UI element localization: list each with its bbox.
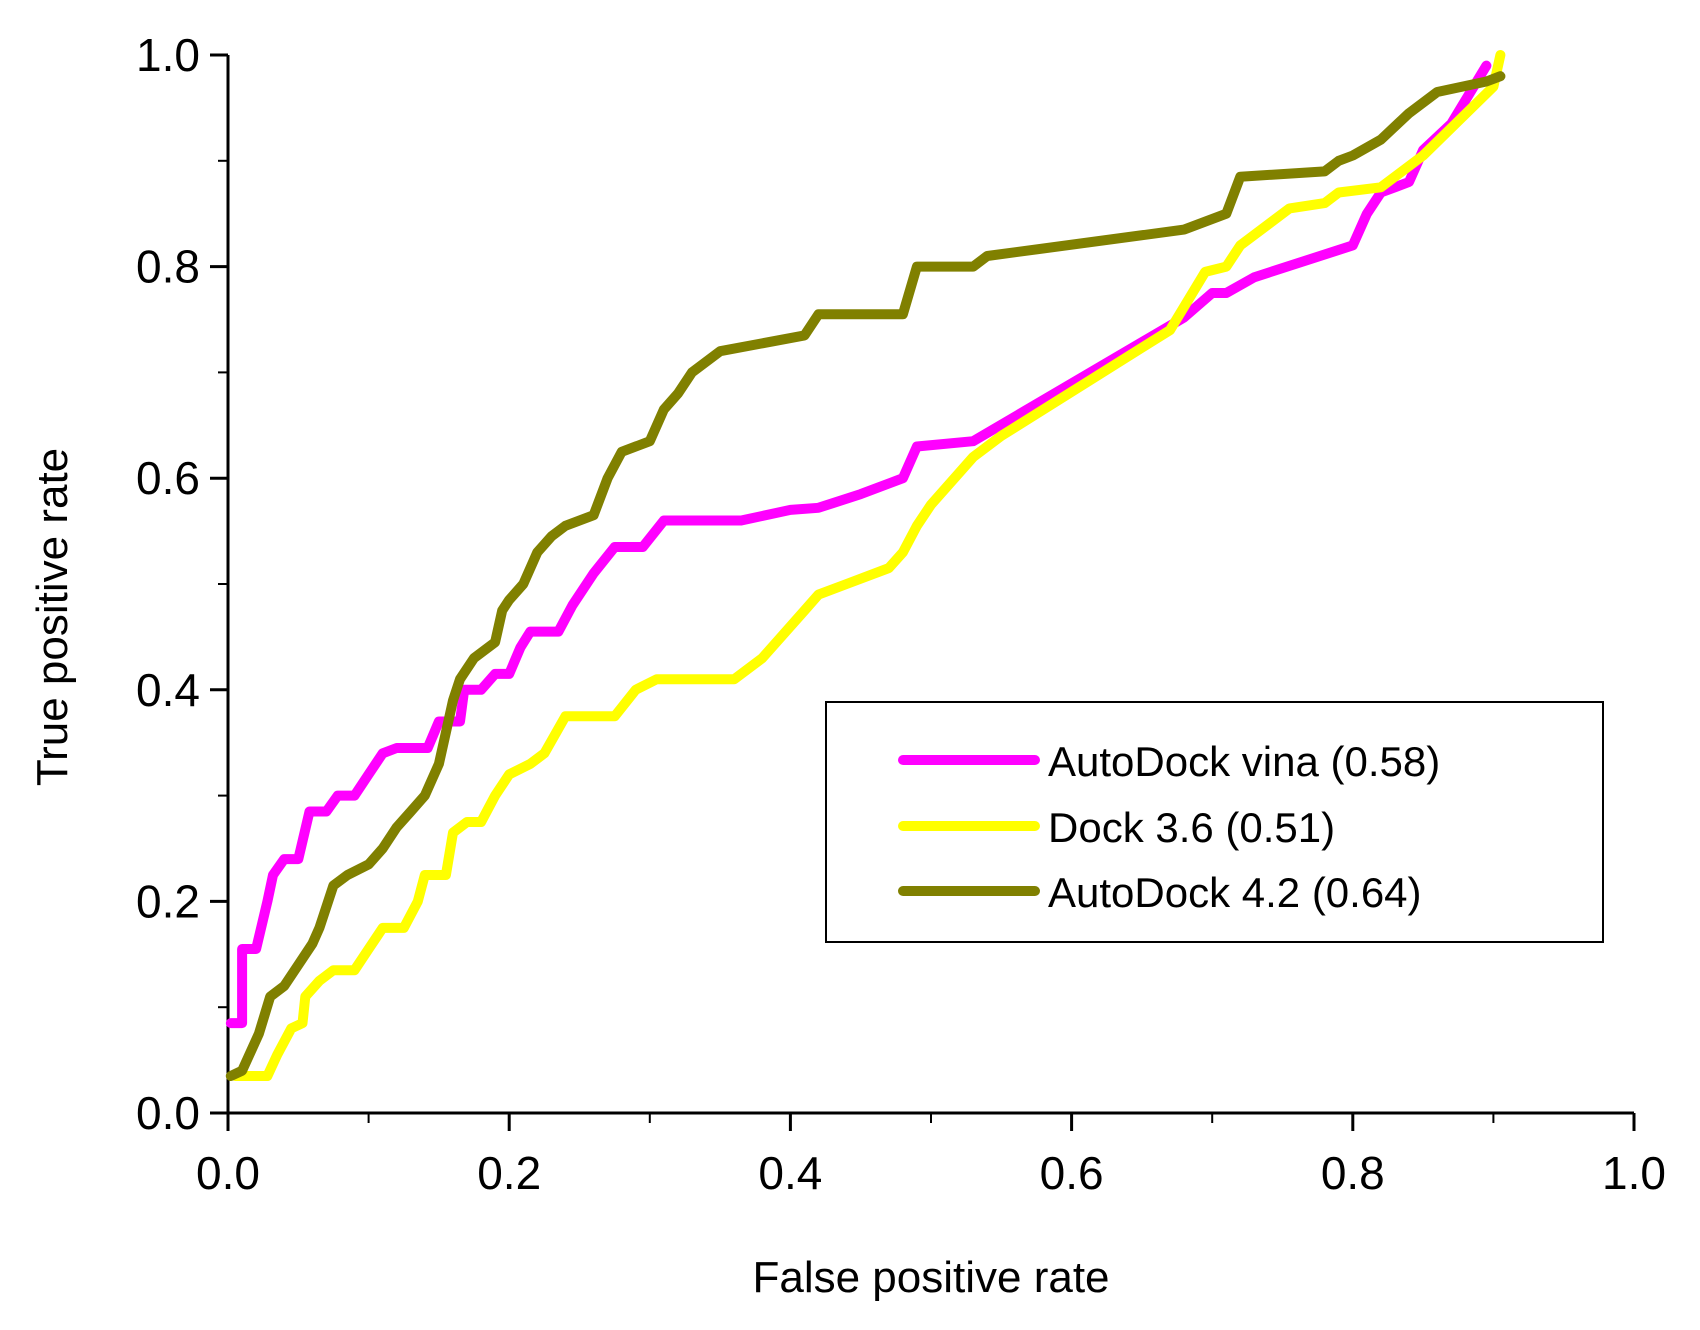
x-ticks: 0.0 0.2 0.4 0.6 0.8 1.0 xyxy=(196,1113,1666,1199)
y-tick-label: 0.8 xyxy=(136,241,200,293)
y-axis-label: True positive rate xyxy=(28,448,77,786)
y-tick-label: 0.2 xyxy=(136,875,200,927)
y-tick-label: 0.4 xyxy=(136,664,200,716)
x-tick-label: 0.8 xyxy=(1321,1147,1385,1199)
legend: AutoDock vina (0.58) Dock 3.6 (0.51) Aut… xyxy=(825,701,1604,943)
x-axis-label: False positive rate xyxy=(752,1253,1109,1302)
x-tick-label: 0.4 xyxy=(758,1147,822,1199)
y-tick-label: 1.0 xyxy=(136,29,200,81)
series-lines xyxy=(225,50,1506,1081)
x-tick-label: 0.0 xyxy=(196,1147,260,1199)
series-line-autodock-vina xyxy=(225,60,1492,1029)
legend-label-autodock-vina: AutoDock vina (0.58) xyxy=(1048,738,1440,785)
legend-label-autodock-42: AutoDock 4.2 (0.64) xyxy=(1048,869,1422,916)
series-line-dock-36 xyxy=(230,50,1506,1081)
series-line-autodock-42 xyxy=(225,71,1506,1081)
axes xyxy=(226,55,1634,1115)
x-tick-label: 0.6 xyxy=(1040,1147,1104,1199)
y-tick-label: 0.0 xyxy=(136,1087,200,1139)
y-tick-label: 0.6 xyxy=(136,452,200,504)
x-tick-label: 0.2 xyxy=(477,1147,541,1199)
y-ticks: 0.0 0.2 0.4 0.6 0.8 1.0 xyxy=(136,29,228,1139)
x-tick-label: 1.0 xyxy=(1602,1147,1666,1199)
legend-label-dock-36: Dock 3.6 (0.51) xyxy=(1048,804,1335,851)
